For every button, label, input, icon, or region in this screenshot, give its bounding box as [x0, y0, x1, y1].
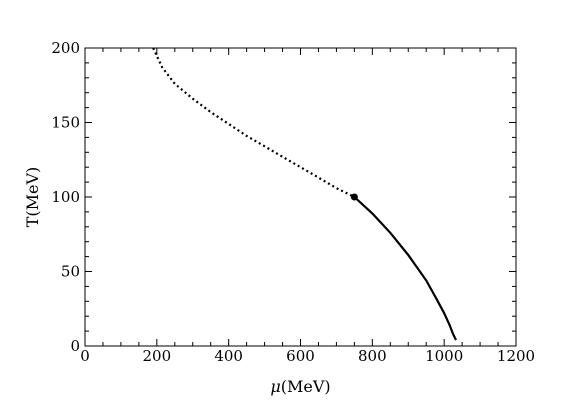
x-axis-label-unit: (MeV) — [281, 377, 331, 396]
x-tick-label: 1000 — [425, 347, 463, 365]
first-order-line-solid — [353, 196, 457, 341]
plot-frame — [84, 47, 517, 347]
y-axis-label: T(MeV) — [23, 167, 42, 228]
x-tick-label: 400 — [214, 347, 243, 365]
x-tick-label: 0 — [80, 347, 90, 365]
x-tick-label: 800 — [358, 347, 387, 365]
series-layer — [152, 47, 457, 341]
crossover-line-dotted — [152, 47, 355, 198]
y-tick-label: 50 — [61, 263, 80, 281]
ticks-layer: 0 200 400 600 800 1000 1200 0 50 100 150 200 — [51, 39, 535, 365]
x-axis-label-symbol: μ — [270, 377, 280, 396]
y-tick-label: 200 — [51, 39, 80, 57]
x-tick-label: 200 — [143, 347, 172, 365]
x-tick-label: 1200 — [497, 347, 535, 365]
y-tick-label: 150 — [51, 114, 80, 132]
y-tick-label: 0 — [70, 337, 80, 355]
x-axis-label: μ(MeV) — [270, 377, 330, 396]
y-tick-label: 100 — [51, 188, 80, 206]
critical-point-marker — [350, 193, 358, 201]
axes-layer — [84, 47, 517, 347]
x-tick-label: 600 — [286, 347, 315, 365]
